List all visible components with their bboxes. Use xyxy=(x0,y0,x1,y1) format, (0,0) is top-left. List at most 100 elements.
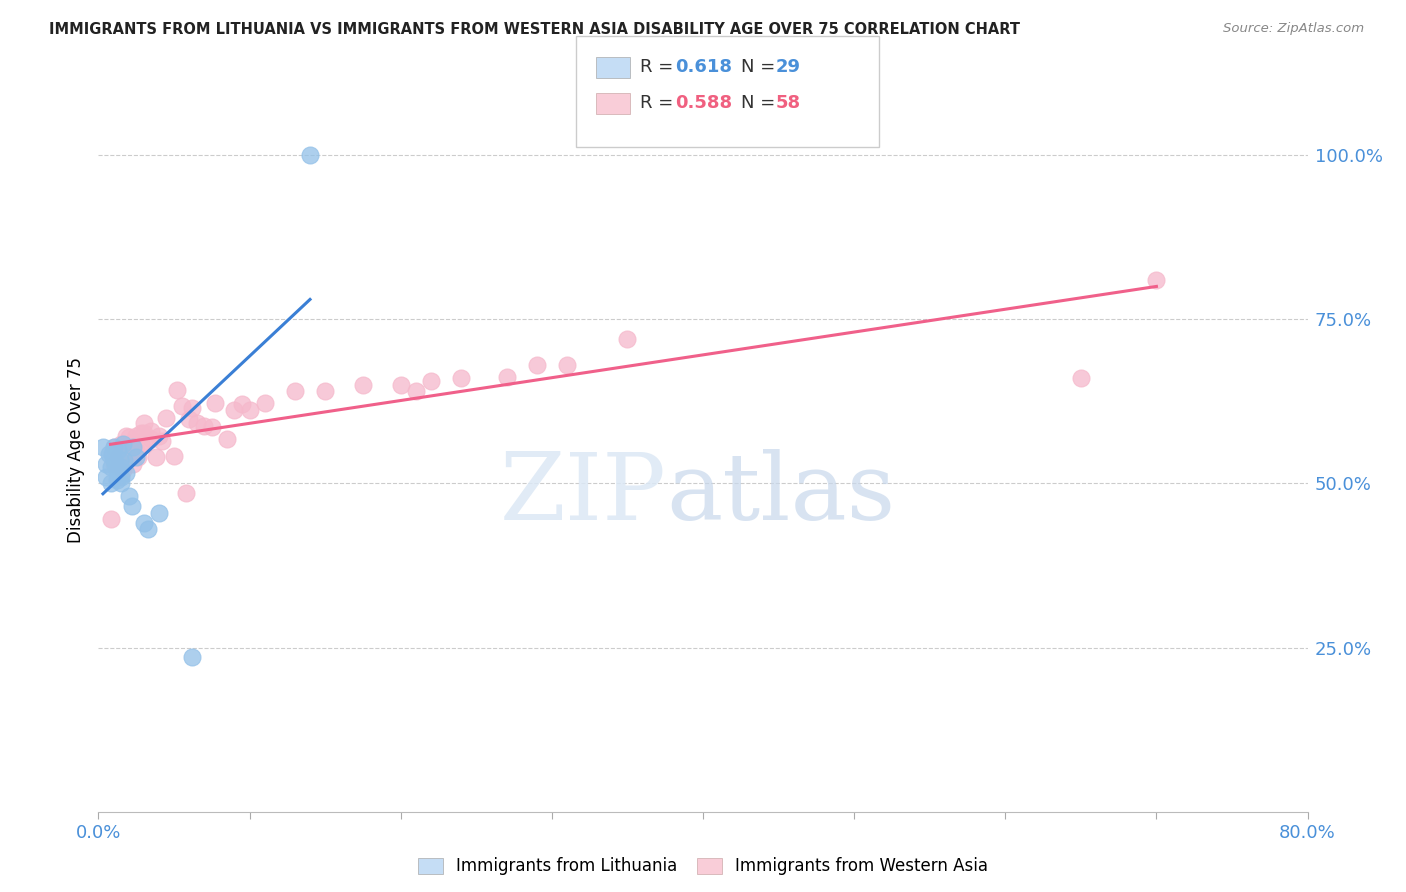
Point xyxy=(110,476,132,491)
Point xyxy=(108,453,131,467)
Point xyxy=(100,512,122,526)
Point xyxy=(132,516,155,530)
Point xyxy=(110,459,132,474)
Point xyxy=(215,432,238,446)
Text: N =: N = xyxy=(741,94,780,112)
Text: R =: R = xyxy=(640,58,679,76)
Point xyxy=(253,396,276,410)
Text: atlas: atlas xyxy=(666,449,896,539)
Point xyxy=(181,650,204,665)
Point xyxy=(299,148,322,162)
Point xyxy=(163,449,186,463)
Point xyxy=(239,402,262,417)
Point xyxy=(179,412,201,426)
Point xyxy=(132,416,155,430)
Y-axis label: Disability Age Over 75: Disability Age Over 75 xyxy=(66,358,84,543)
Point xyxy=(127,450,149,464)
Point xyxy=(107,443,129,458)
Point xyxy=(103,457,125,471)
Point xyxy=(111,463,134,477)
Point xyxy=(110,469,132,483)
Text: R =: R = xyxy=(640,94,679,112)
Text: 29: 29 xyxy=(776,58,801,76)
Point xyxy=(129,426,152,441)
Point xyxy=(420,375,443,389)
Point xyxy=(105,463,128,477)
Point xyxy=(98,447,121,461)
Point xyxy=(107,450,129,464)
Point xyxy=(284,384,307,399)
Point xyxy=(224,402,246,417)
Point xyxy=(201,420,224,434)
Text: Source: ZipAtlas.com: Source: ZipAtlas.com xyxy=(1223,22,1364,36)
Point xyxy=(155,410,177,425)
Point xyxy=(352,377,374,392)
Point xyxy=(166,383,188,397)
Point xyxy=(105,473,128,487)
Point xyxy=(141,424,163,438)
Point xyxy=(170,400,193,414)
Point xyxy=(112,453,135,467)
Point xyxy=(114,467,136,481)
Point xyxy=(107,459,129,474)
Point xyxy=(101,447,124,461)
Point xyxy=(104,457,127,471)
Point xyxy=(145,450,167,464)
Point xyxy=(100,476,122,491)
Point xyxy=(118,430,141,444)
Point xyxy=(103,453,125,467)
Point xyxy=(118,490,141,504)
Point xyxy=(103,440,125,454)
Point xyxy=(136,522,159,536)
Point xyxy=(125,443,148,458)
Point xyxy=(141,432,163,446)
Text: ZIP: ZIP xyxy=(501,449,666,539)
Point xyxy=(118,437,141,451)
Point xyxy=(174,486,197,500)
Point xyxy=(132,426,155,441)
Point xyxy=(616,332,638,346)
Point xyxy=(204,396,226,410)
Point xyxy=(193,418,215,433)
Point xyxy=(132,434,155,448)
Text: 0.618: 0.618 xyxy=(675,58,733,76)
Text: IMMIGRANTS FROM LITHUANIA VS IMMIGRANTS FROM WESTERN ASIA DISABILITY AGE OVER 75: IMMIGRANTS FROM LITHUANIA VS IMMIGRANTS … xyxy=(49,22,1021,37)
Point xyxy=(1144,273,1167,287)
Point xyxy=(555,358,578,372)
Point xyxy=(114,449,136,463)
Point xyxy=(94,469,117,483)
Point xyxy=(103,440,125,454)
Point xyxy=(405,384,427,399)
Point xyxy=(91,440,114,454)
Point xyxy=(122,440,145,454)
Point xyxy=(314,384,336,399)
Point xyxy=(186,416,208,430)
Point xyxy=(231,397,253,411)
Point xyxy=(150,434,173,448)
Text: 58: 58 xyxy=(776,94,801,112)
Point xyxy=(129,437,152,451)
Point xyxy=(121,500,143,514)
Point xyxy=(526,358,548,372)
Point xyxy=(148,506,170,520)
Point xyxy=(495,370,517,384)
Point xyxy=(114,429,136,443)
Point xyxy=(122,457,145,471)
Point xyxy=(121,449,143,463)
Point xyxy=(125,450,148,464)
Point xyxy=(389,377,412,392)
Point xyxy=(110,447,132,461)
Point xyxy=(1070,371,1092,385)
Point xyxy=(110,437,132,451)
Text: 0.588: 0.588 xyxy=(675,94,733,112)
Point xyxy=(100,459,122,474)
Point xyxy=(148,429,170,443)
Point xyxy=(181,401,204,415)
Point xyxy=(94,457,117,471)
Text: N =: N = xyxy=(741,58,780,76)
Point xyxy=(111,437,134,451)
Point xyxy=(118,444,141,458)
Legend: Immigrants from Lithuania, Immigrants from Western Asia: Immigrants from Lithuania, Immigrants fr… xyxy=(411,851,995,882)
Point xyxy=(125,429,148,443)
Point xyxy=(450,371,472,385)
